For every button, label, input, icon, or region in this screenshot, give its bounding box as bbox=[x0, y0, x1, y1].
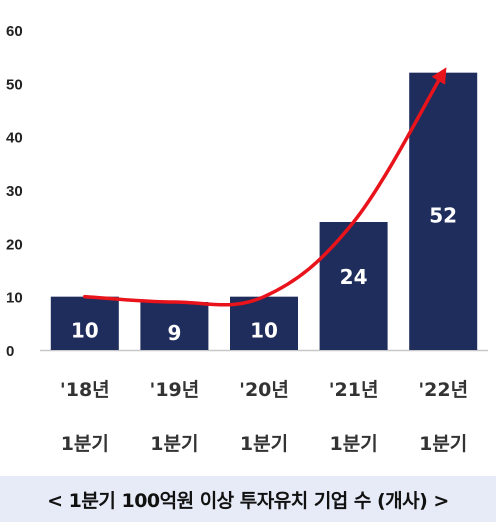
chart-caption: < 1분기 100억원 이상 투자유치 기업 수 (개사) > bbox=[47, 489, 449, 512]
y-tick-label: 20 bbox=[6, 236, 23, 253]
y-tick-label: 0 bbox=[6, 343, 14, 360]
y-tick-label: 30 bbox=[6, 183, 23, 200]
bar-data-label: 9 bbox=[167, 321, 181, 345]
bar-data-label: 52 bbox=[429, 204, 457, 228]
y-tick-label: 60 bbox=[6, 23, 23, 40]
bar bbox=[319, 222, 388, 350]
x-category-label-quarter: 1분기 bbox=[61, 433, 109, 455]
bar bbox=[230, 296, 298, 350]
bar-data-label: 10 bbox=[71, 318, 99, 342]
x-category-label-quarter: 1분기 bbox=[330, 433, 378, 455]
bar bbox=[409, 72, 478, 351]
y-tick-label: 40 bbox=[6, 130, 23, 147]
y-tick-label: 10 bbox=[6, 290, 23, 307]
x-category-label-year: '18년 bbox=[60, 379, 110, 401]
x-category-label-year: '20년 bbox=[239, 379, 289, 401]
x-category-label-quarter: 1분기 bbox=[150, 433, 198, 455]
bar-data-label: 24 bbox=[340, 265, 368, 289]
x-category-label-quarter: 1분기 bbox=[419, 433, 467, 455]
bar-data-label: 10 bbox=[250, 318, 278, 342]
x-category-label-year: '21년 bbox=[329, 379, 379, 401]
x-category-label-year: '19년 bbox=[150, 379, 200, 401]
bar bbox=[50, 296, 119, 350]
bar bbox=[140, 302, 209, 350]
x-category-label-year: '22년 bbox=[418, 379, 468, 401]
chart-caption-bar: < 1분기 100억원 이상 투자유치 기업 수 (개사) > bbox=[0, 476, 496, 522]
trend-line bbox=[83, 67, 447, 307]
y-tick-label: 50 bbox=[6, 76, 23, 93]
bar-line-chart: 0 10 20 30 40 50 60 10 9 10 24 52 '18년 1분기 '19년 1분기 '20년… bbox=[6, 23, 488, 455]
x-category-label-quarter: 1분기 bbox=[240, 433, 288, 455]
